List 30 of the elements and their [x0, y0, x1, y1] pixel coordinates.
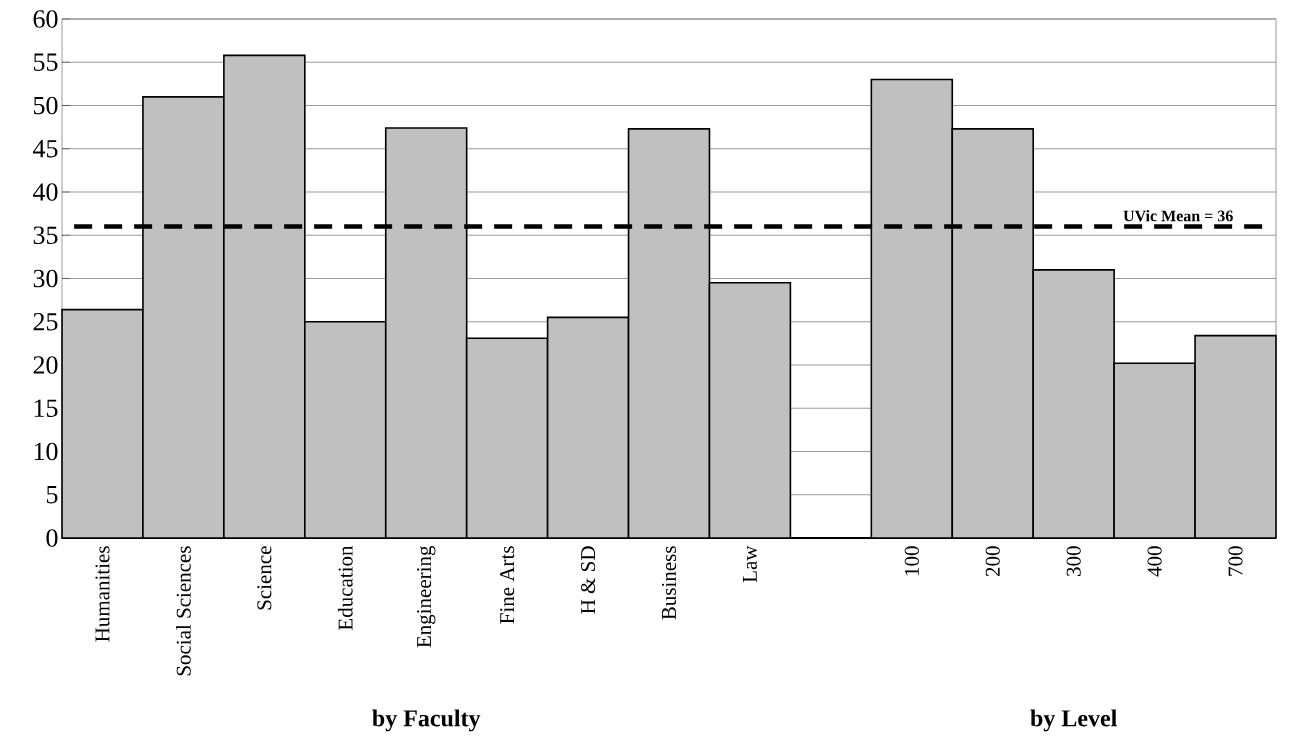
x-tick-label: Fine Arts [500, 546, 515, 624]
x-tick-label: H & SD [580, 546, 596, 614]
x-tick-label: Humanities [95, 546, 110, 642]
y-tick-label: 10 [34, 442, 58, 461]
x-tick-label: 400 [1147, 546, 1162, 577]
y-tick-label: 0 [46, 529, 58, 547]
y-tick-label: 5 [46, 486, 58, 504]
x-tick-label: 100 [904, 546, 919, 576]
y-tick-label: 15 [34, 399, 58, 417]
y-tick-label: 60 [33, 10, 58, 28]
ref-line-label: UVic Mean = 36 [1123, 210, 1233, 222]
x-tick-label: Law [742, 545, 757, 583]
text: by Faculty [372, 709, 481, 732]
x-tick-label: 700 [1228, 546, 1243, 576]
x-tick-label: Business [661, 546, 677, 620]
y-tick-label: 20 [33, 356, 58, 374]
text: by Level [1030, 709, 1117, 732]
x-tick-label: 200 [985, 546, 1000, 577]
y-tick-label: 55 [33, 53, 58, 71]
y-tick-label: 35 [33, 226, 58, 244]
y-tick-label: 25 [33, 313, 58, 331]
x-tick-label: Social Sciences [176, 546, 191, 676]
y-tick-label: 45 [32, 140, 58, 158]
y-tick-label: 50 [33, 96, 58, 115]
x-tick-label: 300 [1066, 546, 1081, 577]
y-tick-label: 40 [32, 183, 58, 201]
x-tick-label: Engineering [416, 545, 436, 648]
x-tick-label: Science [257, 546, 272, 610]
x-tick-label: Education [337, 545, 353, 631]
y-tick-label: 30 [33, 269, 58, 288]
